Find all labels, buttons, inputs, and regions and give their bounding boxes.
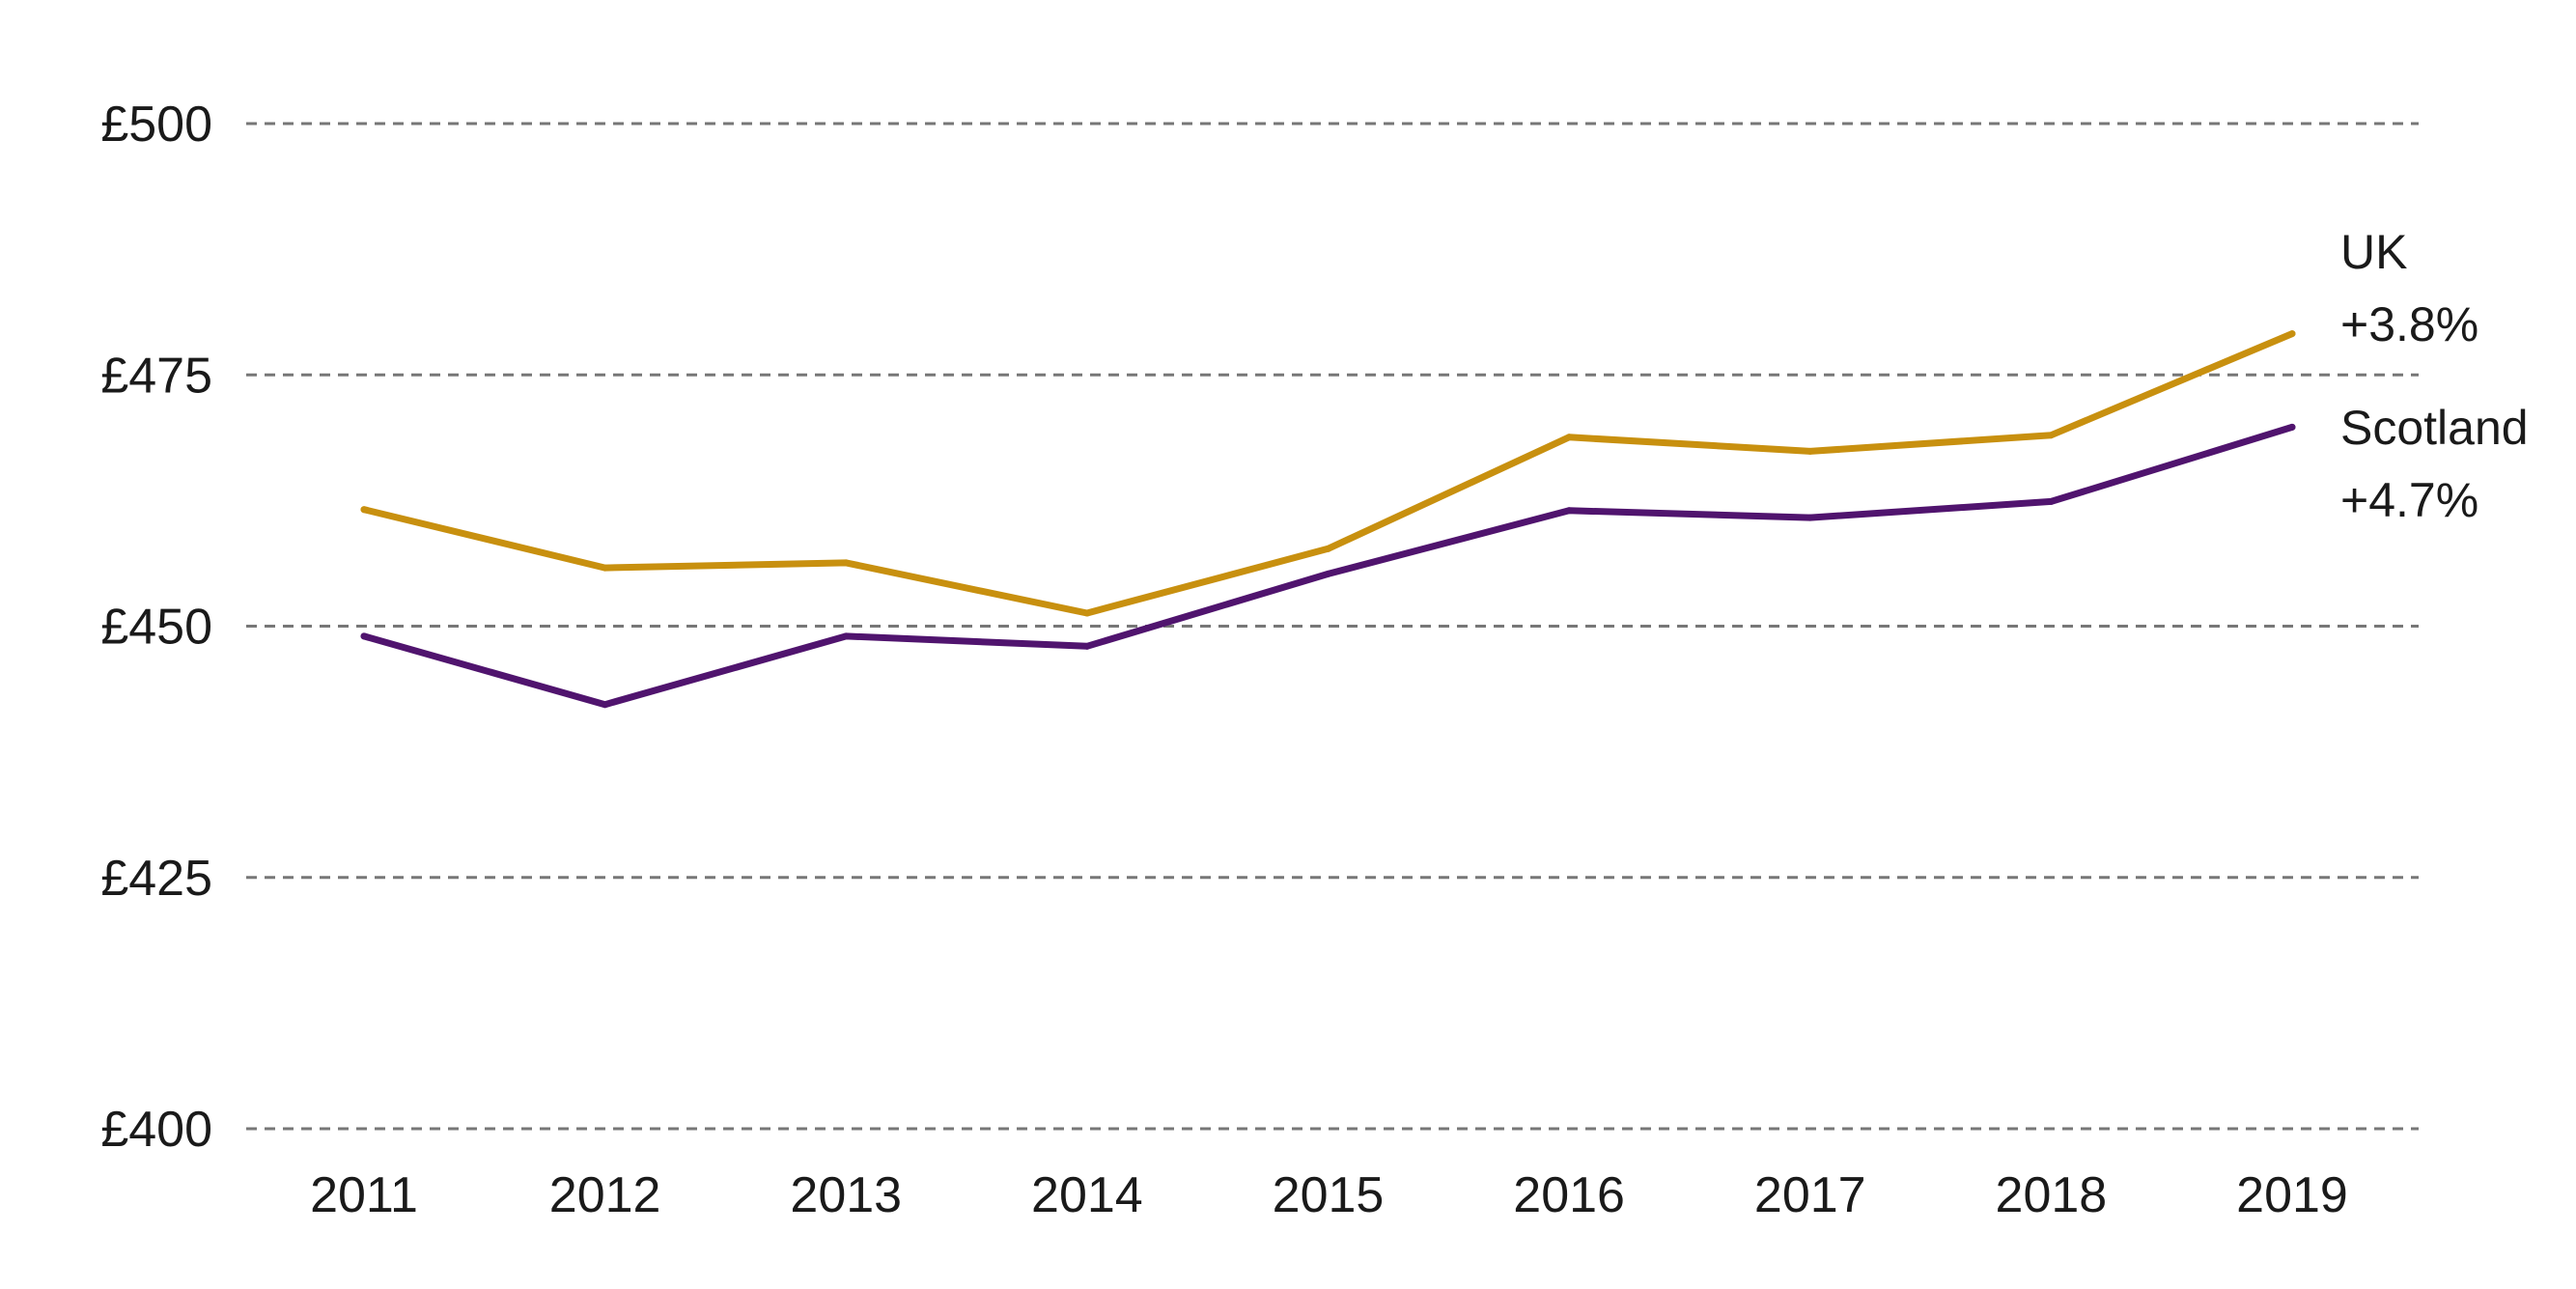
data-point-uk [2288,330,2296,338]
x-tick-label: 2018 [1996,1167,2108,1223]
series-change-label-scotland: +4.7% [2340,473,2478,527]
data-point-scotland [1565,507,1573,515]
data-point-uk [360,506,368,514]
x-tick-label: 2013 [790,1167,902,1223]
gridlines [246,122,2419,1131]
series-group [360,330,2296,709]
y-tick-label: £400 [100,1102,212,1158]
x-axis: 2011 2012 2013 2014 2015 2016 2017 2018 2019 [310,1167,2348,1223]
series-labels: UK +3.8% Scotland +4.7% [2340,225,2529,527]
x-tick-label: 2015 [1273,1167,1385,1223]
data-point-scotland [842,632,850,640]
y-tick-label: £450 [100,600,212,656]
x-tick-label: 2017 [1754,1167,1866,1223]
x-tick-label: 2014 [1031,1167,1143,1223]
y-tick-label: £500 [100,97,212,153]
data-point-uk [842,559,850,567]
x-tick-label: 2012 [549,1167,661,1223]
data-point-uk [1806,447,1814,455]
data-point-scotland [602,701,609,709]
data-point-scotland [1806,514,1814,521]
data-point-uk [1325,545,1331,552]
data-point-scotland [2047,497,2055,505]
series-label-uk: UK [2340,225,2407,279]
y-tick-label: £425 [100,851,212,907]
data-point-uk [2047,432,2055,439]
data-point-scotland [1083,642,1091,650]
series-change-label-uk: +3.8% [2340,297,2478,351]
x-tick-label: 2011 [310,1167,418,1223]
data-point-uk [1083,609,1091,617]
y-tick-label: £475 [100,348,212,404]
data-point-scotland [360,632,368,640]
data-point-scotland [1325,570,1331,577]
y-axis: £400 £425 £450 £475 £500 [100,97,212,1158]
x-tick-label: 2016 [1513,1167,1625,1223]
x-tick-label: 2019 [2236,1167,2348,1223]
data-point-scotland [2288,423,2296,431]
series-label-scotland: Scotland [2340,401,2529,455]
data-point-uk [602,564,609,572]
data-point-uk [1565,434,1573,441]
